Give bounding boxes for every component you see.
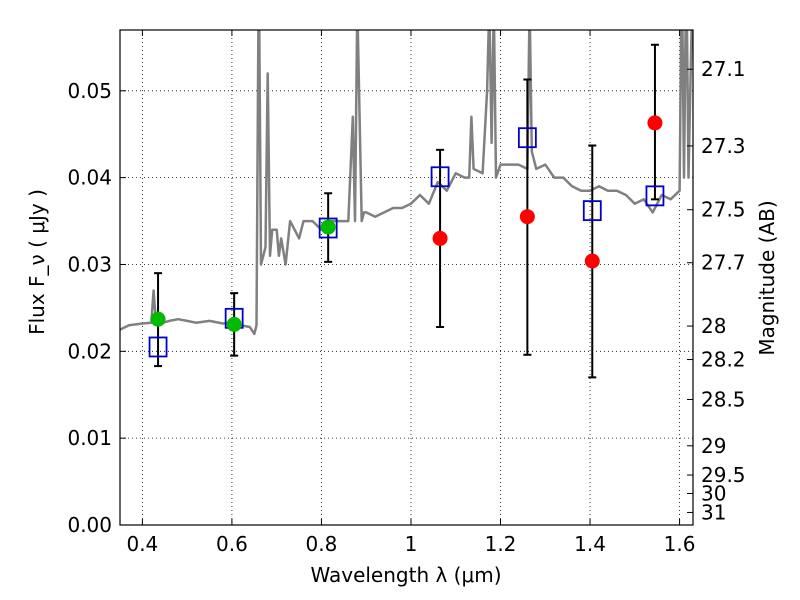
y2-tick-label: 27.7 <box>701 251 746 275</box>
red-flux-point <box>432 230 448 246</box>
y2-axis-label: Magnitude (AB) <box>755 200 779 355</box>
x-tick-label: 0.8 <box>306 532 338 556</box>
y2-tick-label: 28.2 <box>701 348 746 372</box>
y-tick-label: 0.05 <box>67 79 112 103</box>
grid <box>120 30 693 525</box>
model-flux-square <box>430 166 450 188</box>
y-axis-label: Flux F_ν ( μJy ) <box>25 189 49 335</box>
x-tick-label: 0.4 <box>126 532 158 556</box>
y-tick-label: 0.02 <box>67 339 112 363</box>
green-flux-point <box>320 219 336 235</box>
green-flux-point <box>150 311 166 327</box>
y2-tick-label: 29.5 <box>701 463 746 487</box>
model-spectrum-layer <box>120 30 693 336</box>
x-tick-label: 1.6 <box>664 532 696 556</box>
y2-tick-label: 30 <box>701 481 726 505</box>
x-axis: 0.4 0.6 0.8 1 1.2 1.4 1.6 <box>126 30 695 556</box>
y-tick-label: 0.00 <box>67 513 112 537</box>
y2-tick-label: 27.5 <box>701 198 746 222</box>
x-axis-label: Wavelength λ (μm) <box>310 563 501 587</box>
model-flux-square <box>517 127 537 149</box>
model-flux-square <box>582 200 602 222</box>
red-flux-point <box>647 115 663 131</box>
y2-tick-label: 27.3 <box>701 134 746 158</box>
y2-tick-label: 28.5 <box>701 387 746 411</box>
marker-layer <box>148 115 665 358</box>
plot-area <box>120 30 693 525</box>
model-flux-square <box>645 185 665 207</box>
red-flux-point <box>584 253 600 269</box>
y2-tick-label: 27.1 <box>701 57 746 81</box>
plot-frame <box>119 29 694 526</box>
model-flux-square <box>318 217 338 239</box>
model-spectrum-line <box>120 30 693 336</box>
y-tick-label: 0.04 <box>67 166 112 190</box>
y2-tick-label: 31 <box>701 500 726 524</box>
y-tick-label: 0.01 <box>67 426 112 450</box>
green-flux-point <box>226 316 242 332</box>
model-flux-square <box>148 336 168 358</box>
y-axis: 0.00 0.01 0.02 0.03 0.04 0.05 <box>67 79 126 537</box>
y2-tick-label: 28 <box>701 314 726 338</box>
x-tick-label: 1 <box>405 532 418 556</box>
x-tick-label: 1.2 <box>485 532 517 556</box>
x-tick-label: 1.4 <box>574 532 606 556</box>
red-flux-point <box>519 209 535 225</box>
y-tick-label: 0.03 <box>67 252 112 276</box>
y2-tick-label: 29 <box>701 434 726 458</box>
x-tick-label: 0.6 <box>216 532 248 556</box>
